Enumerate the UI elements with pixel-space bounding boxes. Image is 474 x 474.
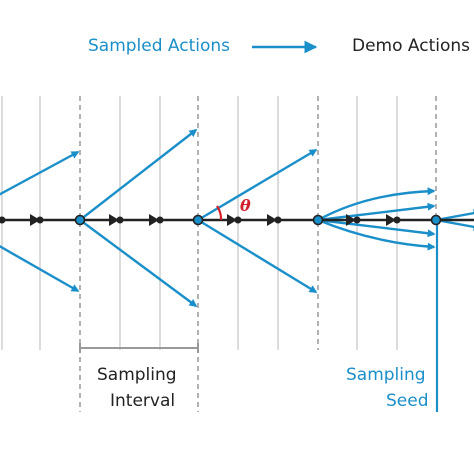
demo-action-arrowhead: [267, 214, 277, 226]
sampled-action-arrow: [317, 218, 436, 238]
sampling-interval-label-line1: Sampling: [97, 365, 177, 385]
demo-state-dot: [393, 216, 401, 224]
legend-demo-label: Demo Actions: [352, 36, 471, 56]
legend-sampled-label: Sampled Actions: [88, 36, 231, 56]
sampling-seed-node: [312, 214, 324, 226]
sampled-action-arrow: [197, 148, 318, 222]
demo-action-arrowhead: [346, 214, 356, 226]
demo-state-dot: [0, 216, 6, 224]
sampling-seed-node: [192, 214, 204, 226]
sampled-action-arrow: [435, 218, 474, 231]
demo-state-dot: [353, 216, 361, 224]
sampling-interval-label-line2: Interval: [110, 391, 176, 411]
sampling-seed-node: [74, 214, 86, 226]
demo-action-arrowhead: [227, 214, 237, 226]
sampled-action-arrow: [317, 218, 436, 251]
demo-state-dot: [234, 216, 242, 224]
sampled-action-arrow: [435, 209, 474, 222]
demo-state-dot: [116, 216, 124, 224]
sampling-interval-bracket: [79, 343, 199, 353]
angle-arc: [216, 205, 223, 221]
sampling-seed-node: [430, 214, 442, 226]
demo-action-arrowheads: [30, 214, 396, 226]
sampled-action-arrow: [317, 202, 436, 222]
demo-state-dot: [36, 216, 44, 224]
sampled-action-arrow: [79, 129, 198, 221]
sampled-action-arrow: [197, 218, 318, 294]
demo-action-arrowhead: [386, 214, 396, 226]
demo-action-arrowhead: [109, 214, 119, 226]
demo-state-dot: [274, 216, 282, 224]
sampling-seed-nodes: [74, 214, 442, 226]
demo-action-arrowhead: [149, 214, 159, 226]
demo-state-dots: [0, 216, 401, 224]
angle-theta-label: θ: [240, 196, 251, 215]
sampled-action-arrow: [0, 245, 80, 293]
sampled-action-arrow: [317, 187, 436, 222]
sampling-seed-label-line2: Seed: [386, 391, 429, 411]
sampling-seed-label-line1: Sampling: [346, 365, 426, 385]
sampled-action-arrow: [0, 150, 80, 196]
demo-state-dot: [156, 216, 164, 224]
sampled-action-arrow: [79, 219, 198, 307]
demo-action-arrowhead: [30, 214, 40, 226]
